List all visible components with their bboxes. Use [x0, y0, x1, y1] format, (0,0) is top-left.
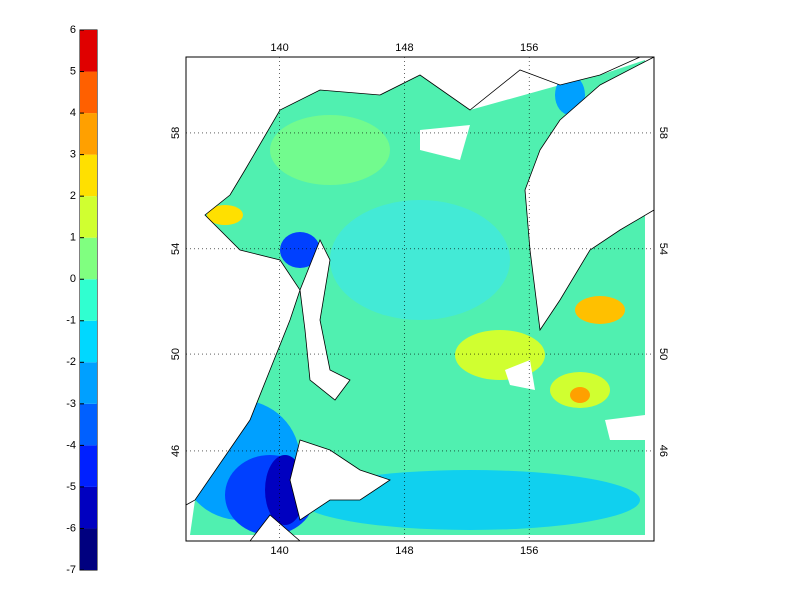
colorbar-tick-label: 3	[70, 149, 76, 161]
lon-label-bottom: 140	[270, 545, 288, 557]
lat-label-left: 58	[170, 127, 182, 139]
colorbar-cell	[80, 279, 97, 321]
colorbar-tick-label: -4	[66, 439, 76, 451]
colorbar-tick-label: 0	[70, 273, 76, 285]
ice-gap	[420, 125, 470, 160]
lat-label-right: 46	[657, 445, 669, 457]
ice-gap	[505, 360, 535, 390]
lat-label-right: 50	[657, 348, 669, 360]
field-patch	[570, 387, 590, 403]
colorbar-cell	[80, 113, 97, 155]
field-patch	[207, 205, 243, 225]
colorbar-tick-label: -5	[66, 481, 76, 493]
colorbar-cell	[80, 196, 97, 238]
lon-label-bottom: 148	[395, 545, 413, 557]
field-patch	[575, 296, 625, 324]
colorbar-cell	[80, 320, 97, 363]
land	[186, 57, 641, 506]
colorbar-tick-label: 4	[70, 107, 76, 119]
colorbar-tick-label: -7	[66, 564, 76, 576]
colorbar-cell	[80, 486, 97, 529]
colorbar-cell	[80, 362, 97, 404]
colorbar-cell	[80, 154, 97, 197]
field-patch	[330, 200, 510, 320]
lat-label-right: 58	[657, 127, 669, 139]
colorbar-tick-label: -2	[66, 356, 76, 368]
colorbar-cell	[80, 71, 97, 114]
colorbar-cell	[80, 403, 97, 446]
colorbar-cell	[80, 30, 97, 72]
lat-label-left: 46	[170, 445, 182, 457]
land	[249, 514, 301, 541]
land	[289, 439, 391, 521]
colorbar-tick-label: 2	[70, 190, 76, 202]
lon-label-top: 140	[270, 42, 288, 54]
land	[299, 239, 351, 401]
field-patch	[270, 115, 390, 185]
lat-label-left: 54	[170, 243, 182, 255]
lon-label-top: 156	[520, 42, 538, 54]
lon-label-top: 148	[395, 42, 413, 54]
lat-label-left: 50	[170, 348, 182, 360]
field-patch	[300, 470, 640, 530]
colorbar-cell	[80, 237, 97, 280]
colorbar-cell	[80, 528, 97, 570]
colorbar-tick-label: 5	[70, 65, 76, 77]
lat-label-right: 54	[657, 243, 669, 255]
colorbar-tick-label: 6	[70, 24, 76, 36]
sea-field	[186, 57, 654, 541]
colorbar-tick-label: -1	[66, 315, 76, 327]
colorbar-tick-label: -3	[66, 398, 76, 410]
field-patch	[280, 232, 320, 268]
colorbar-cell	[80, 445, 97, 487]
lon-label-bottom: 156	[520, 545, 538, 557]
colorbar-tick-label: 1	[70, 232, 76, 244]
ice-gap	[605, 415, 645, 440]
map-frame	[185, 56, 655, 542]
land	[524, 57, 654, 332]
colorbar-tick-label: -6	[66, 522, 76, 534]
